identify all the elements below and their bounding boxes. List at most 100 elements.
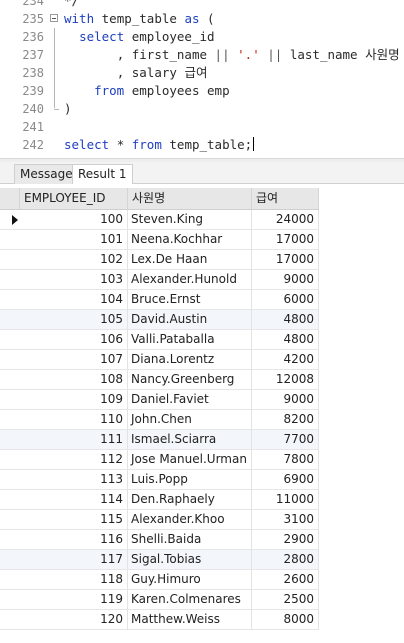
table-row[interactable]: 106 Valli.Pataballa 4800 bbox=[0, 330, 319, 350]
cell-employee-id[interactable]: 109 bbox=[20, 390, 128, 409]
table-row[interactable]: 109 Daniel.Faviet 9000 bbox=[0, 390, 319, 410]
cell-salary[interactable]: 24000 bbox=[252, 210, 319, 229]
row-indicator[interactable] bbox=[0, 450, 20, 469]
cell-salary[interactable]: 4800 bbox=[252, 330, 319, 349]
row-indicator[interactable] bbox=[0, 410, 20, 429]
tab-message[interactable]: Message bbox=[14, 164, 79, 184]
cell-employee-id[interactable]: 113 bbox=[20, 470, 128, 489]
cell-employee-id[interactable]: 115 bbox=[20, 510, 128, 529]
cell-salary[interactable]: 11000 bbox=[252, 490, 319, 509]
cell-employee-id[interactable]: 100 bbox=[20, 210, 128, 229]
cell-employee-id[interactable]: 120 bbox=[20, 610, 128, 629]
row-indicator[interactable] bbox=[0, 330, 20, 349]
tab-result-1[interactable]: Result 1 bbox=[72, 164, 133, 185]
table-row[interactable]: 120 Matthew.Weiss 8000 bbox=[0, 610, 319, 630]
row-indicator[interactable] bbox=[0, 490, 20, 509]
cell-employee-id[interactable]: 116 bbox=[20, 530, 128, 549]
table-row[interactable]: 115 Alexander.Khoo 3100 bbox=[0, 510, 319, 530]
row-indicator[interactable] bbox=[0, 550, 20, 569]
column-header-salary[interactable]: 급여 bbox=[252, 188, 319, 209]
row-indicator[interactable] bbox=[0, 230, 20, 249]
editor-splitter[interactable] bbox=[0, 158, 404, 162]
cell-employee-id[interactable]: 118 bbox=[20, 570, 128, 589]
cell-name[interactable]: Valli.Pataballa bbox=[128, 330, 252, 349]
cell-name[interactable]: Bruce.Ernst bbox=[128, 290, 252, 309]
table-row[interactable]: 103 Alexander.Hunold 9000 bbox=[0, 270, 319, 290]
row-indicator[interactable] bbox=[0, 610, 20, 629]
cell-name[interactable]: Jose Manuel.Urman bbox=[128, 450, 252, 469]
cell-employee-id[interactable]: 114 bbox=[20, 490, 128, 509]
fold-collapse-icon[interactable] bbox=[50, 14, 58, 22]
cell-employee-id[interactable]: 106 bbox=[20, 330, 128, 349]
cell-employee-id[interactable]: 119 bbox=[20, 590, 128, 609]
cell-name[interactable]: Lex.De Haan bbox=[128, 250, 252, 269]
cell-salary[interactable]: 9000 bbox=[252, 270, 319, 289]
cell-employee-id[interactable]: 112 bbox=[20, 450, 128, 469]
cell-salary[interactable]: 3100 bbox=[252, 510, 319, 529]
sql-editor[interactable]: 234 */ 235 with temp_table as ( 236 sele… bbox=[0, 0, 404, 158]
row-indicator[interactable] bbox=[0, 370, 20, 389]
table-row[interactable]: 102 Lex.De Haan 17000 bbox=[0, 250, 319, 270]
table-row[interactable]: 118 Guy.Himuro 2600 bbox=[0, 570, 319, 590]
current-row-arrow-icon[interactable] bbox=[0, 210, 20, 229]
cell-name[interactable]: Alexander.Khoo bbox=[128, 510, 252, 529]
row-indicator[interactable] bbox=[0, 470, 20, 489]
row-indicator[interactable] bbox=[0, 270, 20, 289]
cell-salary[interactable]: 2900 bbox=[252, 530, 319, 549]
cell-name[interactable]: Karen.Colmenares bbox=[128, 590, 252, 609]
cell-employee-id[interactable]: 105 bbox=[20, 310, 128, 329]
code-line-234[interactable]: 234 */ bbox=[0, 0, 404, 10]
cell-salary[interactable]: 4800 bbox=[252, 310, 319, 329]
cell-salary[interactable]: 9000 bbox=[252, 390, 319, 409]
cell-employee-id[interactable]: 104 bbox=[20, 290, 128, 309]
cell-salary[interactable]: 7700 bbox=[252, 430, 319, 449]
code-line-240[interactable]: 240 ) bbox=[0, 100, 404, 118]
cell-name[interactable]: John.Chen bbox=[128, 410, 252, 429]
code-line-235[interactable]: 235 with temp_table as ( bbox=[0, 10, 404, 28]
cell-employee-id[interactable]: 102 bbox=[20, 250, 128, 269]
cell-name[interactable]: Diana.Lorentz bbox=[128, 350, 252, 369]
cell-employee-id[interactable]: 108 bbox=[20, 370, 128, 389]
code-line-242[interactable]: 242 select * from temp_table; bbox=[0, 136, 404, 154]
cell-name[interactable]: Luis.Popp bbox=[128, 470, 252, 489]
column-header-employee-id[interactable]: EMPLOYEE_ID bbox=[20, 188, 128, 209]
table-row[interactable]: 101 Neena.Kochhar 17000 bbox=[0, 230, 319, 250]
code-line-236[interactable]: 236 select employee_id bbox=[0, 28, 404, 46]
cell-employee-id[interactable]: 107 bbox=[20, 350, 128, 369]
cell-name[interactable]: Alexander.Hunold bbox=[128, 270, 252, 289]
result-grid[interactable]: EMPLOYEE_ID 사원명 급여 100 Steven.King 24000 10… bbox=[0, 184, 404, 643]
cell-employee-id[interactable]: 103 bbox=[20, 270, 128, 289]
cell-salary[interactable]: 17000 bbox=[252, 230, 319, 249]
row-indicator[interactable] bbox=[0, 390, 20, 409]
cell-name[interactable]: Ismael.Sciarra bbox=[128, 430, 252, 449]
cell-employee-id[interactable]: 111 bbox=[20, 430, 128, 449]
cell-employee-id[interactable]: 101 bbox=[20, 230, 128, 249]
row-indicator[interactable] bbox=[0, 590, 20, 609]
row-indicator[interactable] bbox=[0, 250, 20, 269]
row-indicator[interactable] bbox=[0, 530, 20, 549]
cell-name[interactable]: Matthew.Weiss bbox=[128, 610, 252, 629]
table-row[interactable]: 104 Bruce.Ernst 6000 bbox=[0, 290, 319, 310]
table-row[interactable]: 105 David.Austin 4800 bbox=[0, 310, 319, 330]
cell-salary[interactable]: 7800 bbox=[252, 450, 319, 469]
cell-name[interactable]: Sigal.Tobias bbox=[128, 550, 252, 569]
cell-name[interactable]: Neena.Kochhar bbox=[128, 230, 252, 249]
cell-name[interactable]: Shelli.Baida bbox=[128, 530, 252, 549]
cell-salary[interactable]: 12008 bbox=[252, 370, 319, 389]
table-row[interactable]: 116 Shelli.Baida 2900 bbox=[0, 530, 319, 550]
code-line-239[interactable]: 239 from employees emp bbox=[0, 82, 404, 100]
cell-name[interactable]: Guy.Himuro bbox=[128, 570, 252, 589]
row-indicator[interactable] bbox=[0, 350, 20, 369]
cell-salary[interactable]: 6000 bbox=[252, 290, 319, 309]
cell-salary[interactable]: 2500 bbox=[252, 590, 319, 609]
cell-name[interactable]: Den.Raphaely bbox=[128, 490, 252, 509]
table-row[interactable]: 112 Jose Manuel.Urman 7800 bbox=[0, 450, 319, 470]
row-indicator[interactable] bbox=[0, 510, 20, 529]
cell-name[interactable]: Steven.King bbox=[128, 210, 252, 229]
cell-employee-id[interactable]: 110 bbox=[20, 410, 128, 429]
table-row[interactable]: 100 Steven.King 24000 bbox=[0, 210, 319, 230]
cell-salary[interactable]: 2800 bbox=[252, 550, 319, 569]
row-indicator[interactable] bbox=[0, 430, 20, 449]
cell-salary[interactable]: 8000 bbox=[252, 610, 319, 629]
cell-name[interactable]: Nancy.Greenberg bbox=[128, 370, 252, 389]
